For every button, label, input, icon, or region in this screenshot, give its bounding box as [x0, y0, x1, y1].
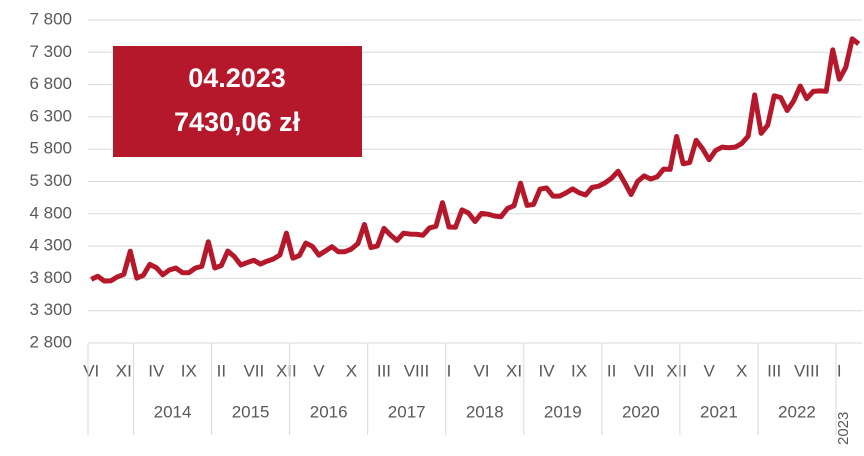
- x-tick-label: IV: [539, 361, 556, 380]
- x-group-label: 2021: [700, 402, 738, 421]
- x-tick-label: V: [703, 361, 715, 380]
- x-tick-label: X: [346, 361, 357, 380]
- x-tick-label: XII: [666, 361, 687, 380]
- x-tick-label: II: [217, 361, 226, 380]
- x-tick-label: IX: [181, 361, 197, 380]
- x-tick-label: I: [837, 361, 842, 380]
- x-tick-label: IV: [148, 361, 165, 380]
- x-group-label: 2016: [310, 402, 348, 421]
- grid: 2 800 3 300 3 800 4 300 4 800 5 300 5 800 6 300…: [29, 9, 862, 445]
- plot: [90, 36, 861, 284]
- x-group-label: 2023: [835, 412, 852, 445]
- x-tick-label: IX: [571, 361, 587, 380]
- y-tick-label: 3 300: [29, 300, 72, 319]
- x-tick-label: VI: [83, 361, 99, 380]
- x-tick-label: V: [313, 361, 325, 380]
- x-tick-label: VIII: [794, 361, 820, 380]
- annotation-value: 7430,06 zł: [174, 107, 301, 137]
- y-tick-label: 6 300: [29, 106, 72, 125]
- x-group-label: 2014: [154, 402, 192, 421]
- x-group-label: 2022: [778, 402, 816, 421]
- x-tick-label: XI: [506, 361, 522, 380]
- x-tick-label: X: [736, 361, 747, 380]
- x-tick-label: XI: [116, 361, 132, 380]
- x-tick-label: III: [377, 361, 391, 380]
- y-tick-label: 5 300: [29, 171, 72, 190]
- y-tick-label: 3 800: [29, 268, 72, 287]
- x-tick-label: XII: [276, 361, 297, 380]
- x-group-label: 2015: [232, 402, 270, 421]
- y-tick-label: 7 300: [29, 42, 72, 61]
- y-tick-label: 4 300: [29, 236, 72, 255]
- y-tick-label: 7 800: [29, 9, 72, 28]
- x-tick-label: VIII: [404, 361, 430, 380]
- x-group-label: 2019: [544, 402, 582, 421]
- y-tick-label: 4 800: [29, 203, 72, 222]
- y-tick-label: 5 800: [29, 139, 72, 158]
- line-series: [90, 36, 861, 284]
- x-group-label: 2017: [388, 402, 426, 421]
- x-group-label: 2020: [622, 402, 660, 421]
- y-tick-label: 6 800: [29, 74, 72, 93]
- x-group-label: 2018: [466, 402, 504, 421]
- x-tick-label: VII: [243, 361, 264, 380]
- x-tick-label: II: [607, 361, 616, 380]
- x-tick-label: VI: [473, 361, 489, 380]
- annotation-date: 04.2023: [188, 63, 286, 93]
- y-tick-label: 2 800: [29, 332, 72, 351]
- x-tick-label: III: [767, 361, 781, 380]
- annotation-box: [113, 46, 362, 157]
- x-tick-label: VII: [634, 361, 655, 380]
- x-tick-label: I: [447, 361, 452, 380]
